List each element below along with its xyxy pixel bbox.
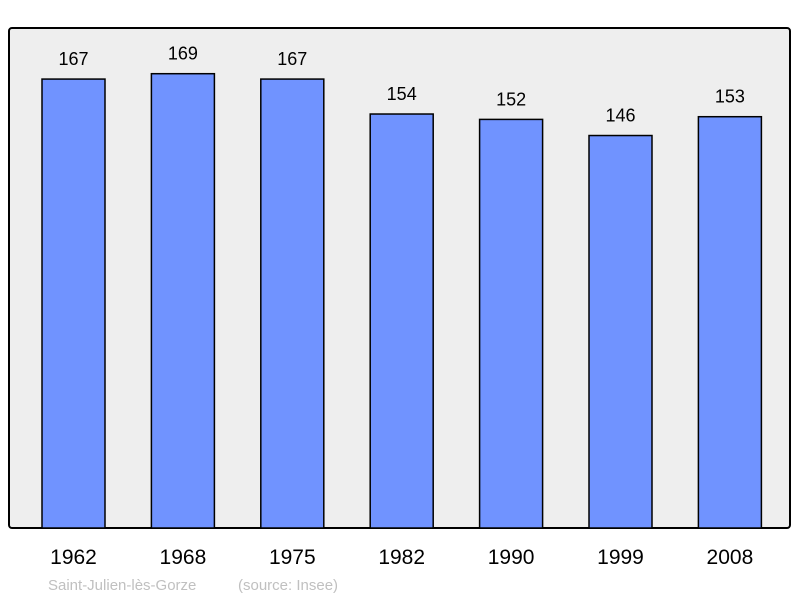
data-label-2008: 153 (715, 87, 745, 107)
bar-1999 (588, 134, 653, 529)
data-label-1982: 154 (387, 84, 417, 104)
bar-1968 (150, 72, 216, 529)
data-label-1975: 167 (277, 49, 307, 69)
footer-source: (source: Insee) (238, 577, 338, 594)
x-tick-label-1975: 1975 (269, 546, 316, 569)
x-tick-label-1982: 1982 (378, 546, 425, 569)
x-tick-label-1968: 1968 (160, 546, 207, 569)
x-tick-label-1999: 1999 (597, 546, 644, 569)
data-label-1999: 146 (605, 106, 635, 126)
data-label-1990: 152 (496, 89, 526, 109)
data-label-1962: 167 (58, 49, 88, 69)
x-tick-label-1990: 1990 (488, 546, 535, 569)
bar-1990 (478, 118, 544, 529)
bar-1982 (369, 113, 434, 529)
x-tick-label-2008: 2008 (707, 546, 754, 569)
data-label-1968: 169 (168, 44, 198, 64)
bar-1962 (41, 78, 106, 529)
footer-place: Saint-Julien-lès-Gorze (48, 577, 196, 594)
x-tick-label-1962: 1962 (50, 546, 97, 569)
bar-1975 (260, 78, 325, 529)
bar-2008 (697, 115, 763, 529)
